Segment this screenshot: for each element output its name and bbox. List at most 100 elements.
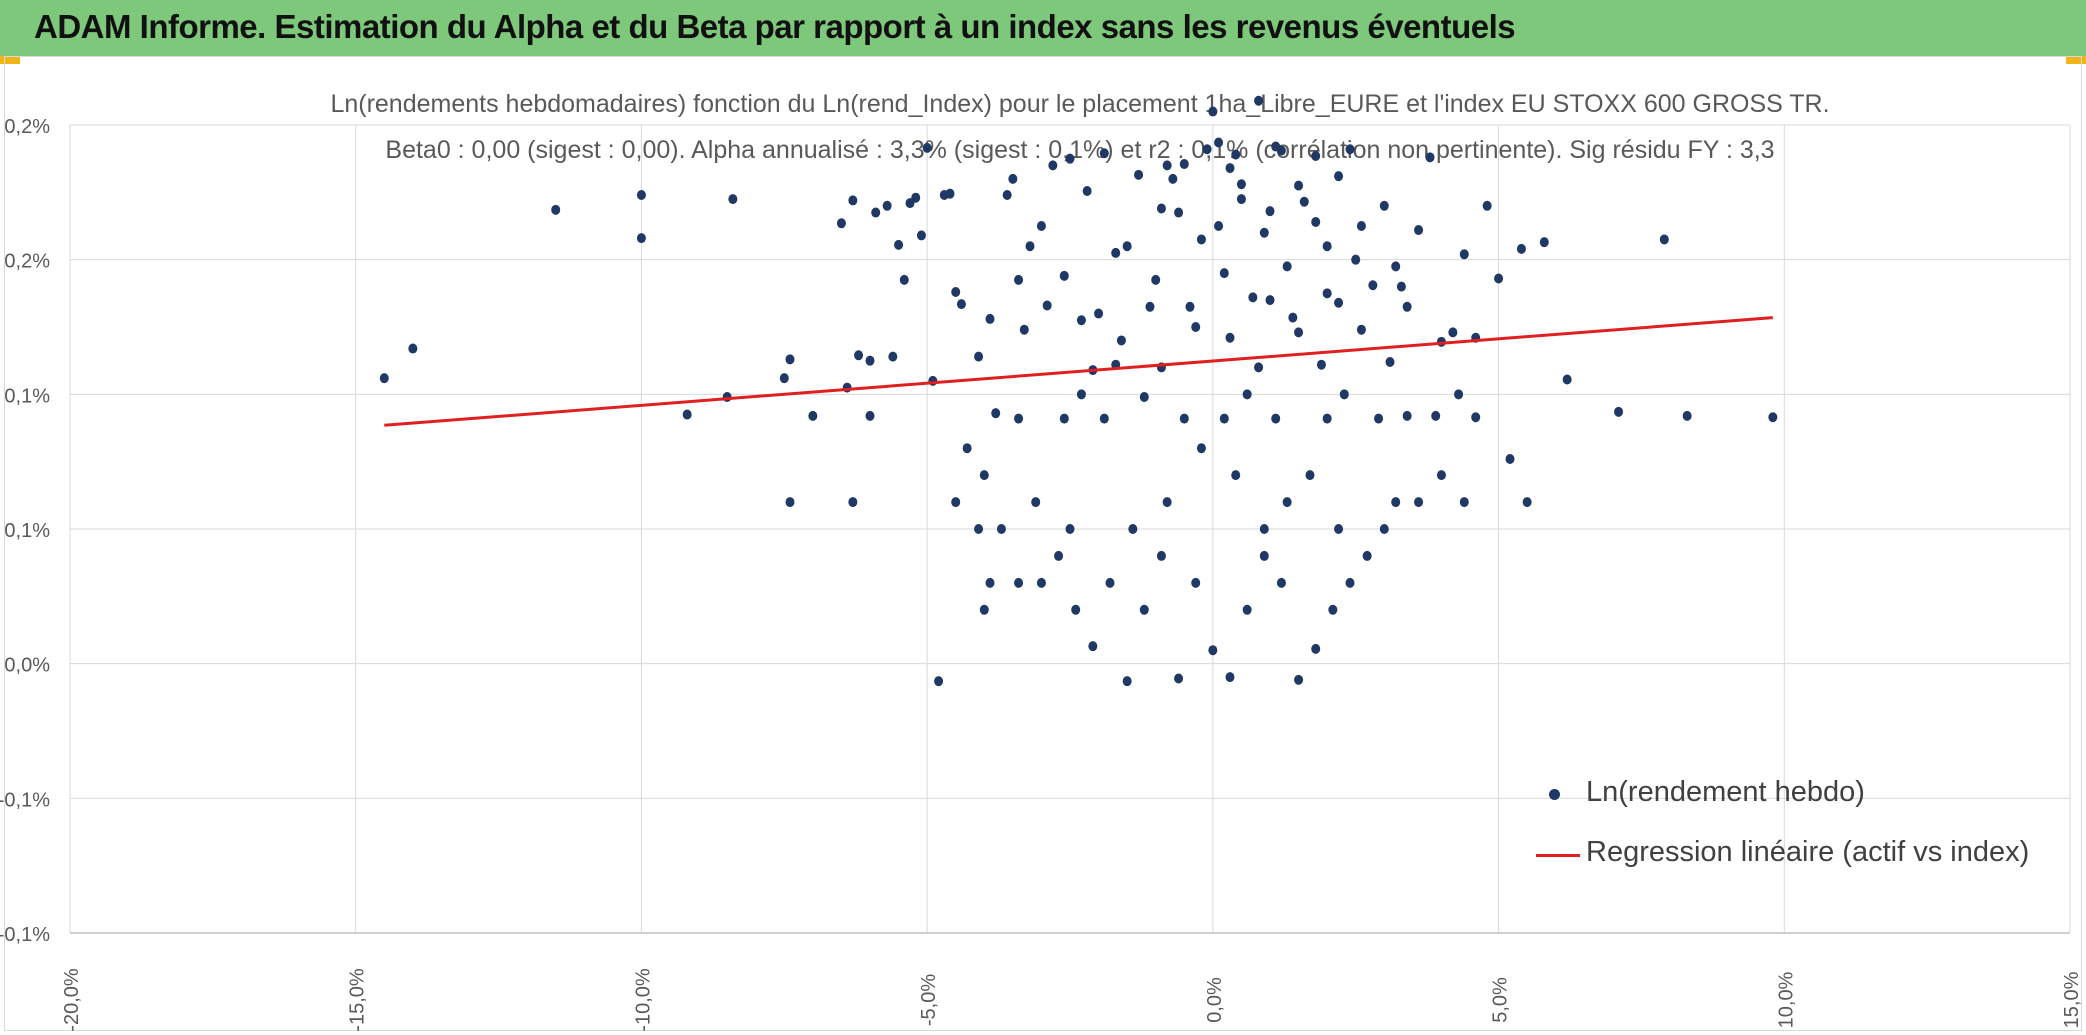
scatter-point <box>991 408 1001 419</box>
scatter-point <box>1265 295 1275 306</box>
scatter-point <box>996 524 1006 534</box>
scatter-point <box>1116 335 1126 346</box>
scatter-point <box>1208 106 1218 117</box>
regression-line <box>384 316 1773 427</box>
scatter-point <box>1494 273 1504 284</box>
scatter-point <box>1431 410 1441 421</box>
scatter-point <box>1311 216 1321 227</box>
y-tick-label: 0,2% <box>4 251 50 273</box>
scatter-point <box>1516 243 1526 254</box>
scatter-point <box>1225 332 1235 343</box>
scatter-point <box>1356 324 1366 335</box>
scatter-point <box>1236 179 1246 190</box>
scatter-point <box>1299 196 1309 207</box>
scatter-point <box>1014 577 1024 588</box>
scatter-point <box>1196 443 1206 454</box>
scatter-point <box>1174 673 1184 684</box>
scatter-point <box>1071 604 1081 615</box>
chart-subtitle: Beta0 : 0,00 (sigest : 0,00). Alpha annu… <box>385 136 1774 164</box>
scatter-point <box>1356 221 1366 231</box>
scatter-point <box>808 410 818 421</box>
corner-mark-left <box>0 56 20 64</box>
scatter-point <box>1391 497 1401 508</box>
scatter-point <box>1396 281 1406 292</box>
scatter-point <box>1379 200 1389 211</box>
scatter-point <box>1162 160 1172 171</box>
scatter-point <box>1402 301 1412 312</box>
scatter-point <box>1276 577 1286 588</box>
scatter-point <box>1031 497 1041 508</box>
scatter-point <box>1339 389 1349 400</box>
scatter-point <box>1254 362 1264 373</box>
scatter-point <box>1254 95 1264 106</box>
scatter-point <box>1334 297 1344 308</box>
scatter-point <box>1311 150 1321 161</box>
y-tick-label: 0,0% <box>4 655 50 677</box>
scatter-point <box>1231 470 1241 481</box>
scatter-point <box>1322 288 1332 299</box>
scatter-point <box>1522 497 1532 508</box>
scatter-point <box>934 676 944 687</box>
scatter-point <box>636 233 646 244</box>
scatter-point <box>1248 292 1258 303</box>
scatter-point <box>1139 392 1149 403</box>
scatter-point <box>865 410 875 421</box>
x-tick-label: 15,0% <box>2061 971 2083 1028</box>
scatter-point <box>1168 173 1178 184</box>
scatter-point <box>1185 301 1195 312</box>
scatter-point <box>1294 180 1304 191</box>
scatter-point <box>1099 413 1109 424</box>
scatter-point <box>974 351 984 362</box>
scatter-point <box>1019 324 1029 335</box>
scatter-point <box>1231 149 1241 160</box>
scatter-point <box>1316 359 1326 370</box>
scatter-point <box>1059 270 1069 281</box>
scatter-point <box>1008 173 1018 184</box>
scatter-point <box>1111 247 1121 258</box>
scatter-point <box>1162 497 1172 508</box>
scatter-point <box>985 577 995 588</box>
scatter-point <box>1459 249 1469 260</box>
report-title: ADAM Informe. Estimation du Alpha et du … <box>34 8 1516 45</box>
scatter-point <box>682 409 692 420</box>
scatter-point <box>1208 645 1218 656</box>
scatter-point <box>636 190 646 201</box>
scatter-point <box>1768 412 1778 423</box>
scatter-point <box>1122 241 1132 252</box>
scatter-point <box>1036 221 1046 231</box>
scatter-point <box>1265 206 1275 217</box>
scatter-point <box>1219 413 1229 424</box>
scatter-point <box>1414 225 1424 236</box>
x-tick-label: 10,0% <box>1775 971 1797 1028</box>
scatter-point <box>854 350 864 361</box>
scatter-point <box>1196 234 1206 245</box>
scatter-point <box>1214 221 1224 231</box>
scatter-point <box>916 230 926 241</box>
scatter-point <box>1682 410 1692 421</box>
legend-marker-regression <box>1536 854 1580 857</box>
scatter-point <box>1156 550 1166 561</box>
scatter-point <box>1139 604 1149 615</box>
scatter-point <box>1334 524 1344 534</box>
scatter-point <box>1288 312 1298 323</box>
scatter-point <box>1294 674 1304 685</box>
scatter-point <box>894 239 904 250</box>
scatter-point <box>1259 524 1269 534</box>
scatter-point <box>1179 413 1189 424</box>
y-tick-label: 0,1% <box>4 385 50 407</box>
scatter-point <box>1002 190 1012 201</box>
scatter-point <box>1225 163 1235 174</box>
scatter-point <box>1259 550 1269 561</box>
scatter-point <box>871 207 881 218</box>
title-bar: ADAM Informe. Estimation du Alpha et du … <box>0 0 2086 56</box>
scatter-point <box>911 192 921 203</box>
scatter-point <box>1191 322 1201 332</box>
scatter-point <box>962 443 972 454</box>
scatter-point <box>1219 268 1229 279</box>
scatter-point <box>1242 604 1252 615</box>
scatter-point <box>1214 137 1224 148</box>
scatter-point <box>848 497 858 508</box>
scatter-point <box>1345 577 1355 588</box>
y-tick-label: 0,2% <box>4 116 50 138</box>
scatter-point <box>1482 200 1492 211</box>
